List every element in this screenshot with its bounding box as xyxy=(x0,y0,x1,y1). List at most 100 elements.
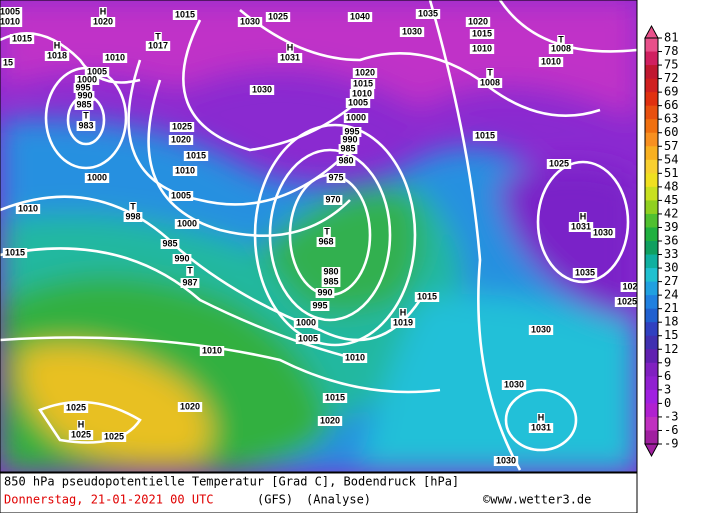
label-bg xyxy=(415,9,441,19)
legend-swatch xyxy=(645,159,658,174)
label-bg xyxy=(336,156,356,166)
label-bg xyxy=(352,68,378,78)
isobar-label: 1010 xyxy=(0,16,20,26)
legend-tick-label: 66 xyxy=(664,98,678,112)
label-bg xyxy=(342,353,368,363)
isobar-label: 1025 xyxy=(617,296,637,306)
isobar-label: 1000 xyxy=(296,317,316,327)
isobar-label: 985 xyxy=(162,238,177,248)
isobar-label: 1025 xyxy=(268,11,288,21)
label-bg xyxy=(477,78,503,88)
legend-swatch xyxy=(645,132,658,147)
isobar-label: 1020 xyxy=(171,134,191,144)
legend-swatch xyxy=(645,173,658,188)
isobar-label: 1015 xyxy=(325,392,345,402)
label-bg xyxy=(84,67,110,77)
pressure-center: H xyxy=(54,40,61,50)
label-bg xyxy=(472,131,498,141)
label-bg xyxy=(486,68,494,78)
pressure-center: T xyxy=(487,67,493,77)
pressure-center: H xyxy=(400,307,407,317)
label-bg xyxy=(399,27,425,37)
isobar-label: 1030 xyxy=(240,16,260,26)
isobar-label: 1025 xyxy=(549,158,569,168)
label-bg xyxy=(75,91,95,101)
legend-swatch xyxy=(645,186,658,201)
legend-tick-label: -9 xyxy=(664,437,678,451)
legend-tick-label: 45 xyxy=(664,193,678,207)
legend-swatch xyxy=(645,335,658,350)
legend-arrow-bottom xyxy=(644,443,659,458)
label-bg xyxy=(237,17,263,27)
footer-model: (GFS) xyxy=(257,493,293,507)
isobar-label: 1005 xyxy=(0,6,20,16)
legend-tick-label: 9 xyxy=(664,355,671,369)
label-bg xyxy=(180,278,200,288)
isobar-label: 1000 xyxy=(346,112,366,122)
label-bg xyxy=(316,237,336,247)
label-bg xyxy=(123,212,143,222)
legend-swatch xyxy=(645,51,658,66)
label-bg xyxy=(90,17,116,27)
pressure-center: H xyxy=(78,419,85,429)
isobar-label: 1019 xyxy=(393,317,413,327)
isobar-label: 1010 xyxy=(541,56,561,66)
legend-tick-label: -3 xyxy=(664,409,678,423)
isobar-label: 1025 xyxy=(104,431,124,441)
pressure-center: H xyxy=(580,211,587,221)
pressure-center: H xyxy=(100,6,107,16)
label-bg xyxy=(528,325,554,335)
label-bg xyxy=(0,17,23,27)
footer: 850 hPa pseudopotentielle Temperatur [Gr… xyxy=(0,472,638,513)
label-bg xyxy=(620,282,637,292)
footer-date: Donnerstag, 21-01-2021 00 UTC xyxy=(4,493,214,507)
label-bg xyxy=(68,430,94,440)
label-bg xyxy=(172,10,198,20)
legend-tick-label: 57 xyxy=(664,139,678,153)
label-bg xyxy=(568,222,594,232)
label-bg xyxy=(84,173,110,183)
isobar-label: 980 xyxy=(323,266,338,276)
pressure-center: T xyxy=(558,34,564,44)
legend-swatch xyxy=(645,349,658,364)
isobar-label: 1031 xyxy=(531,422,551,432)
isobar-label: 970 xyxy=(325,194,340,204)
legend-tick-label: 15 xyxy=(664,328,678,342)
label-bg xyxy=(177,402,203,412)
isobar-label: 1010 xyxy=(175,165,195,175)
label-bg xyxy=(390,318,416,328)
isobar-label: 1030 xyxy=(252,84,272,94)
isobar-label: 985 xyxy=(76,99,91,109)
label-bg xyxy=(321,267,341,277)
isobar-label: 1010 xyxy=(472,43,492,53)
label-bg xyxy=(172,166,198,176)
isobar-label: 1005 xyxy=(348,97,368,107)
legend-tick-label: 24 xyxy=(664,288,678,302)
label-bg xyxy=(590,228,616,238)
label-bg xyxy=(53,41,61,51)
footer-run: (Analyse) xyxy=(306,493,371,507)
label-bg xyxy=(0,7,23,17)
isobar-label: 1015 xyxy=(12,33,32,43)
label-bg xyxy=(74,75,100,85)
isobar-label: 1010 xyxy=(18,203,38,213)
legend-tick-label: 33 xyxy=(664,247,678,261)
label-bg xyxy=(326,173,346,183)
isobar-label: 1005 xyxy=(87,66,107,76)
label-bg xyxy=(323,227,331,237)
label-bg xyxy=(537,413,545,423)
isobar-label: 987 xyxy=(182,277,197,287)
label-bg xyxy=(199,346,225,356)
isobar-label: 1005 xyxy=(298,333,318,343)
legend-arrow-top xyxy=(644,24,659,39)
isobar-label: 995 xyxy=(312,300,327,310)
label-bg xyxy=(572,268,598,278)
legend-swatch xyxy=(645,241,658,256)
label-bg xyxy=(44,51,70,61)
legend-tick-label: 27 xyxy=(664,274,678,288)
isobar-label: 990 xyxy=(317,287,332,297)
legend-swatch xyxy=(645,78,658,93)
isobar-label: 1025 xyxy=(172,121,192,131)
label-bg xyxy=(286,43,294,53)
label-bg xyxy=(63,403,89,413)
